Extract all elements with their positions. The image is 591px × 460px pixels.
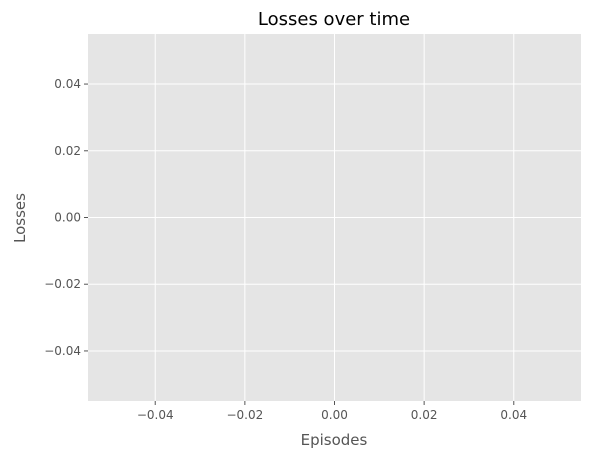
- y-tick-label: −0.02: [44, 277, 81, 291]
- x-axis-label: Episodes: [301, 431, 368, 449]
- x-tick-label: 0.02: [411, 408, 438, 422]
- y-tick-label: 0.02: [54, 144, 81, 158]
- y-axis-label: Losses: [11, 193, 29, 243]
- y-tick-label: −0.04: [44, 344, 81, 358]
- x-tick-label: −0.04: [137, 408, 174, 422]
- grid-lines: [88, 34, 581, 401]
- x-tick-label: −0.02: [226, 408, 263, 422]
- x-tick-label: 0.00: [321, 408, 348, 422]
- chart-title: Losses over time: [258, 9, 410, 30]
- y-tick-label: 0.00: [54, 211, 81, 225]
- y-tick-label: 0.04: [54, 77, 81, 91]
- x-tick-label: 0.04: [500, 408, 527, 422]
- axis-ticks: −0.04 −0.02 0.00 0.02 0.04 −0.04 −0.02 0.00 0.02…: [44, 77, 527, 422]
